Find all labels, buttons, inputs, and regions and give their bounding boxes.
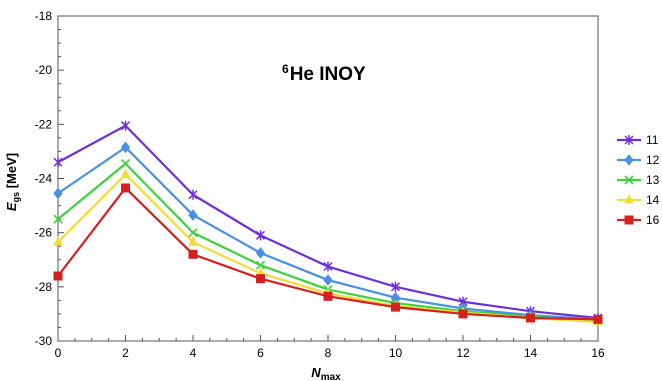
x-axis-ticks: 0 2 4 6 8 10 12 14 16 — [55, 335, 605, 360]
y-tick-label: -22 — [35, 117, 53, 131]
data-point-11 — [120, 120, 131, 131]
data-point-11 — [188, 189, 198, 200]
data-point-11 — [323, 261, 333, 272]
data-point-13 — [188, 228, 198, 238]
plot-area — [57, 15, 599, 342]
data-point-16 — [458, 309, 468, 319]
x-tick-label: 0 — [55, 346, 62, 360]
x-axis-title: Nmax — [311, 365, 341, 381]
data-point-12 — [255, 247, 266, 259]
x-axis-title-main: N — [311, 365, 321, 380]
data-point-11 — [390, 281, 401, 292]
chart-title-text: He INOY — [290, 64, 366, 85]
data-point-16 — [53, 271, 63, 281]
legend-item-12: 12 — [617, 153, 660, 167]
x-tick-label: 2 — [122, 346, 129, 360]
x-tick-label: 16 — [591, 346, 605, 360]
y-tick-label: -26 — [35, 226, 53, 240]
legend-item-16: 16 — [617, 213, 660, 227]
legend-label: 12 — [646, 153, 660, 167]
data-point-16 — [593, 314, 603, 324]
y-tick-label: -18 — [35, 9, 53, 23]
x-tick-label: 6 — [257, 346, 264, 360]
legend-label: 11 — [646, 133, 659, 147]
y-tick-label: -30 — [35, 334, 53, 348]
legend-label: 13 — [646, 173, 660, 187]
data-point-14 — [188, 236, 198, 246]
data-point-12 — [323, 274, 333, 286]
series-layer — [53, 120, 603, 326]
legend-label: 14 — [646, 193, 660, 207]
x-tick-label: 10 — [389, 346, 403, 360]
chart-title-superscript: 6 — [282, 62, 289, 76]
legend-marker — [624, 135, 634, 145]
legend-marker — [624, 154, 634, 166]
data-point-13 — [255, 260, 266, 270]
legend-marker — [624, 175, 634, 185]
y-tick-label: -24 — [35, 172, 53, 186]
y-axis-title-subscript: gs — [11, 192, 21, 203]
legend: 11 12 13 14 16 — [617, 133, 660, 227]
data-point-12 — [188, 209, 198, 221]
series-16 — [53, 183, 603, 324]
legend-item-13: 13 — [617, 173, 660, 187]
y-axis-title-unit: [MeV] — [4, 153, 19, 192]
legend-item-14: 14 — [617, 193, 660, 207]
x-axis-title-subscript: max — [321, 372, 341, 381]
data-point-13 — [120, 159, 131, 169]
y-axis-title: Egs [MeV] — [4, 153, 21, 211]
data-point-16 — [121, 183, 130, 193]
y-tick-label: -20 — [35, 63, 53, 77]
data-point-11 — [255, 230, 266, 241]
data-point-14 — [120, 168, 131, 178]
x-tick-label: 8 — [325, 346, 332, 360]
data-point-14 — [53, 236, 63, 246]
data-point-16 — [323, 291, 333, 301]
legend-marker — [624, 193, 634, 204]
data-point-16 — [256, 274, 265, 284]
data-point-16 — [391, 302, 400, 312]
data-point-16 — [526, 313, 535, 323]
data-point-13 — [53, 214, 63, 224]
legend-label: 16 — [646, 213, 660, 227]
x-tick-label: 14 — [524, 346, 538, 360]
chart-title: 6He INOY — [282, 62, 366, 85]
legend-item-11: 11 — [617, 133, 659, 147]
data-point-16 — [188, 249, 198, 259]
data-point-12 — [53, 187, 63, 200]
data-point-12 — [120, 141, 131, 154]
y-tick-label: -28 — [35, 280, 53, 294]
x-tick-label: 12 — [456, 346, 470, 360]
y-axis-ticks: -30 -28 -26 -24 -22 -20 -18 — [35, 9, 64, 348]
legend-marker — [624, 215, 634, 225]
x-tick-label: 4 — [190, 346, 197, 360]
y-axis-title-main: E — [4, 202, 19, 211]
data-point-11 — [53, 157, 63, 168]
